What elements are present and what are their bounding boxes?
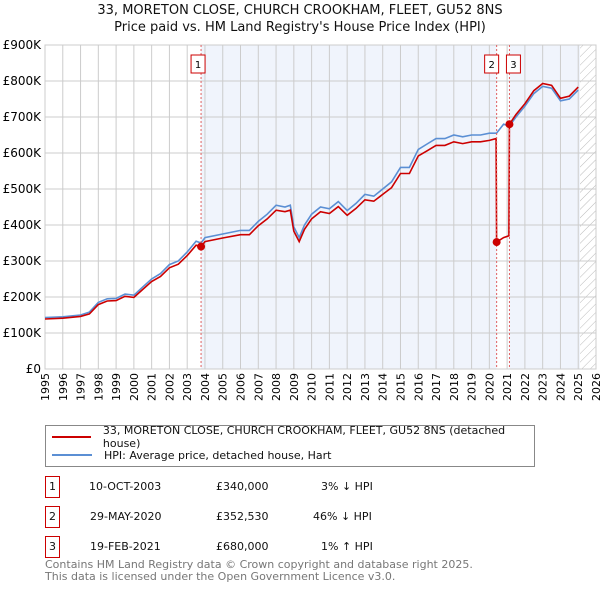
x-tick-label: 2011 [323,373,336,401]
x-tick-label: 2007 [252,373,265,401]
x-tick-label: 2003 [181,373,194,401]
x-tick-label: 2023 [537,373,550,401]
ownership-shade [201,45,497,369]
x-tick-label: 1995 [39,373,52,401]
x-tick-label: 2017 [430,373,443,401]
y-tick-label: £100K [3,326,43,340]
x-tick-label: 2013 [359,373,372,401]
x-tick-label: 1999 [110,373,123,401]
legend-label: HPI: Average price, detached house, Hart [104,448,332,462]
chart-subtitle: Price paid vs. HM Land Registry's House … [114,20,486,35]
sale-point [492,238,501,247]
sale-price: £340,000 [216,480,269,493]
chart-title: 33, MORETON CLOSE, CHURCH CROOKHAM, FLEE… [97,3,503,18]
y-tick-label: £700K [3,110,43,124]
sale-marker-number: 3 [45,536,60,558]
sale-price: £680,000 [216,540,269,553]
sale-marker-box [190,54,206,74]
x-tick-label: 2021 [501,373,514,401]
x-tick-label: 2025 [572,373,585,401]
sale-date: 29-MAY-2020 [90,510,162,523]
sale-marker-number: 2 [45,506,60,528]
sale-price: £352,530 [216,510,269,523]
y-tick-label: £800K [3,74,43,88]
legend-item-property: 33, MORETON CLOSE, CHURCH CROOKHAM, FLEE… [52,424,534,450]
x-tick-label: 2005 [217,373,230,401]
x-tick-label: 2008 [270,373,283,401]
x-tick-label: 2000 [128,373,141,401]
x-tick-label: 2020 [483,373,496,401]
x-tick-label: 2012 [341,373,354,401]
sale-marker-box [505,54,521,74]
x-tick-label: 2022 [519,373,532,401]
y-tick-label: £0 [26,362,41,376]
footer-licence: This data is licensed under the Open Gov… [45,570,396,583]
x-tick-label: 2015 [394,373,407,401]
footer-copyright: Contains HM Land Registry data © Crown c… [45,558,473,571]
sale-marker-label: 3 [510,60,516,71]
sale-marker-label: 1 [195,60,201,71]
x-tick-label: 1997 [75,373,88,401]
sale-marker-box [484,54,500,74]
x-tick-label: 2026 [590,373,600,401]
sale-date: 10-OCT-2003 [89,480,162,493]
blue-line-swatch [52,454,92,456]
footer: Contains HM Land Registry data © Crown c… [45,559,473,583]
x-tick-label: 1996 [57,373,70,401]
ownership-shade [509,45,581,369]
sale-hpi-diff: 3% ↓ HPI [321,480,373,493]
property-price-line [44,82,579,320]
sale-point [505,120,514,129]
x-tick-label: 2016 [412,373,425,401]
sale-hpi-diff: 46% ↓ HPI [313,510,372,523]
sale-point [197,242,206,251]
y-tick-label: £200K [3,290,43,304]
y-tick-label: £900K [3,38,43,52]
legend-label: 33, MORETON CLOSE, CHURCH CROOKHAM, FLEE… [102,424,506,450]
x-tick-label: 2014 [377,373,390,401]
x-tick-label: 2024 [554,373,567,401]
y-tick-label: £400K [3,218,43,232]
x-tick-label: 2018 [448,373,461,401]
x-tick-label: 2004 [199,373,212,401]
sale-marker-number: 1 [45,476,60,498]
x-tick-label: 2002 [163,373,176,401]
sale-marker-label: 2 [488,60,494,71]
y-tick-label: £600K [3,146,43,160]
y-tick-label: £500K [3,182,43,196]
x-tick-label: 2009 [288,373,301,401]
red-line-swatch [52,436,91,438]
sale-hpi-diff: 1% ↑ HPI [321,540,373,553]
forecast-hatch [580,45,596,369]
x-tick-label: 2001 [146,373,159,401]
x-tick-label: 2019 [466,373,479,401]
y-tick-label: £300K [3,254,43,268]
plot-border [44,44,597,370]
price-chart: 1995 1996 1997 1998 1999 2000 2001 2002 2003 2004… [3,38,600,401]
x-tick-label: 2006 [235,373,248,401]
x-tick-label: 1998 [92,373,105,401]
sale-date: 19-FEB-2021 [90,540,161,553]
x-tick-label: 2010 [306,373,319,401]
legend: 33, MORETON CLOSE, CHURCH CROOKHAM, FLEE… [45,424,535,467]
legend-item-hpi: HPI: Average price, detached house, Hart [52,447,331,463]
